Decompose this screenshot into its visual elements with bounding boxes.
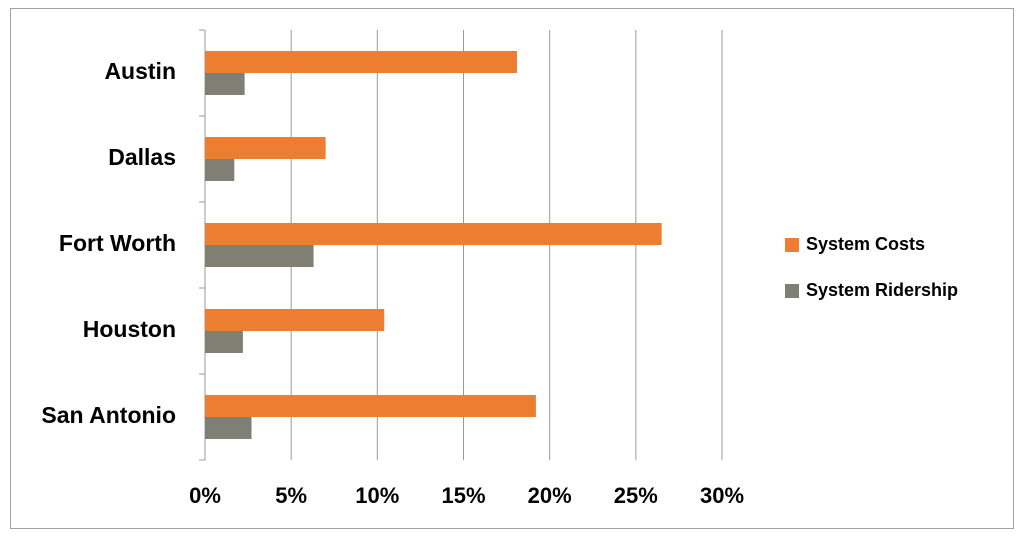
x-tick-label: 15%: [441, 483, 485, 508]
chart-border: [10, 8, 1014, 529]
legend-label: System Costs: [806, 234, 925, 254]
bar: [205, 51, 517, 73]
y-tick-label: Fort Worth: [59, 230, 176, 256]
bar: [205, 417, 252, 439]
legend-label: System Ridership: [806, 280, 958, 300]
bar: [205, 331, 243, 353]
bar: [205, 137, 326, 159]
legend-swatch: [785, 238, 799, 252]
x-tick-label: 20%: [528, 483, 572, 508]
x-tick-label: 30%: [700, 483, 744, 508]
bar: [205, 159, 235, 181]
legend-swatch: [785, 284, 799, 298]
y-tick-label: Houston: [83, 316, 176, 342]
y-tick-label: Austin: [104, 58, 176, 84]
bar: [205, 245, 314, 267]
bar: [205, 223, 662, 245]
x-tick-label: 0%: [189, 483, 221, 508]
bar: [205, 73, 245, 95]
y-tick-label: San Antonio: [41, 402, 176, 428]
y-tick-label: Dallas: [108, 144, 176, 170]
bar: [205, 309, 385, 331]
x-tick-label: 25%: [614, 483, 658, 508]
x-tick-label: 10%: [355, 483, 399, 508]
x-tick-label: 5%: [275, 483, 307, 508]
bar: [205, 395, 536, 417]
